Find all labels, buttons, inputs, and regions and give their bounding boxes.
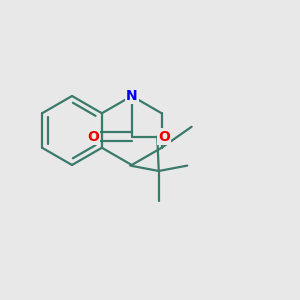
Text: O: O — [87, 130, 99, 143]
Text: O: O — [158, 130, 170, 143]
Text: N: N — [126, 89, 138, 103]
